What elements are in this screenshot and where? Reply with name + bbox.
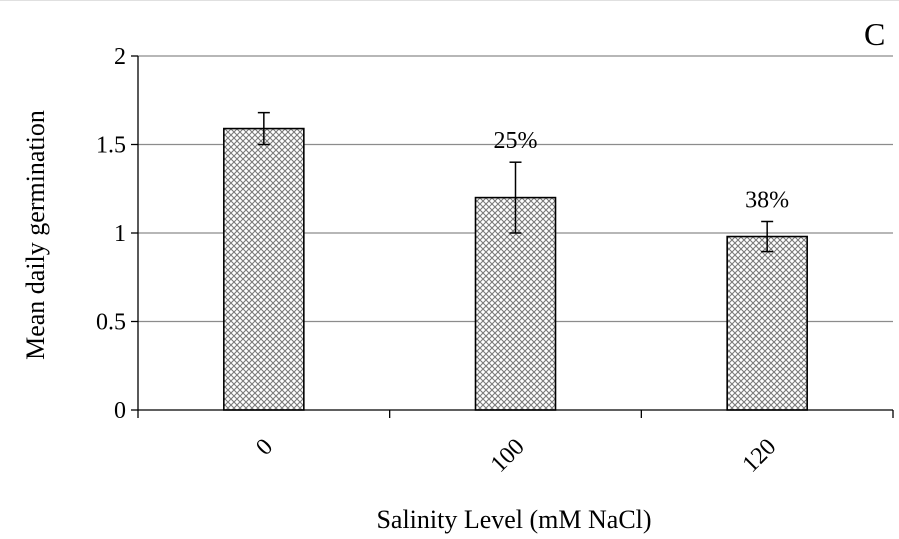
labels: 0 0.5 1 1.5 2 0 25% 100 38% 120 [96, 44, 789, 478]
y-tick-label: 0 [114, 398, 126, 424]
x-tick-label: 120 [738, 434, 782, 478]
y-tick-label: 1.5 [96, 133, 126, 159]
y-tick-label: 1 [114, 221, 126, 247]
data-label: 38% [745, 187, 789, 213]
x-axis-title: Salinity Level (mM NaCl) [376, 505, 651, 534]
y-tick-label: 0.5 [96, 310, 126, 336]
x-tick-label: 100 [486, 434, 530, 478]
panel-letter: C [864, 16, 885, 52]
bar [726, 235, 808, 411]
bar [223, 127, 305, 411]
bars [223, 111, 808, 411]
x-tick-label: 0 [251, 434, 278, 461]
axes [131, 55, 894, 418]
y-tick-label: 2 [114, 44, 126, 70]
y-axis-title: Mean daily germination [21, 110, 50, 360]
data-label: 25% [494, 128, 538, 154]
